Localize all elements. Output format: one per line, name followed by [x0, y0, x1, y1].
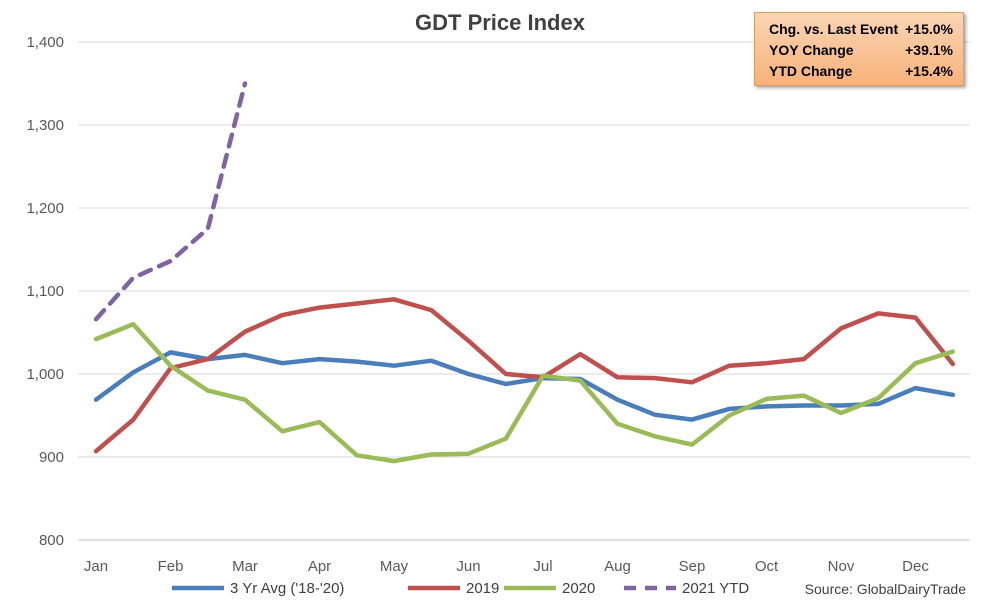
series-line-2 [93, 321, 956, 464]
x-tick-label: Nov [828, 558, 855, 575]
x-tick-label: Oct [755, 558, 779, 575]
series-lines [93, 81, 956, 464]
stat-row-last-event: Chg. vs. Last Event +15.0% [769, 19, 953, 40]
y-tick-label: 1,000 [26, 366, 64, 383]
legend-label: 2020 [562, 580, 595, 597]
stat-value: +39.1% [905, 42, 953, 58]
stat-value: +15.0% [905, 21, 953, 37]
series-line-0 [93, 350, 956, 422]
x-tick-label: Jun [456, 558, 480, 575]
y-tick-label: 1,300 [26, 117, 64, 134]
stat-row-yoy: YOY Change +39.1% [769, 40, 953, 61]
source-note: Source: GlobalDairyTrade [805, 581, 967, 597]
chart-title: GDT Price Index [415, 10, 586, 35]
x-tick-label: Dec [902, 558, 929, 575]
series-line-1 [93, 297, 956, 454]
x-axis: Jan Feb Mar Apr May Jun Jul Aug Sep Oct Nov Dec [78, 539, 970, 575]
y-axis: 800 900 1,000 1,100 1,200 1,300 1,400 [26, 34, 64, 549]
y-tick-label: 1,100 [26, 283, 64, 300]
x-tick-label: Sep [679, 558, 706, 575]
y-tick-label: 900 [39, 449, 64, 466]
x-tick-label: Jan [84, 558, 108, 575]
stat-value: +15.4% [905, 63, 953, 79]
x-tick-label: Apr [308, 558, 331, 575]
stats-box: Chg. vs. Last Event +15.0% YOY Change +3… [754, 12, 964, 86]
legend-label: 2019 [466, 580, 499, 597]
stat-label: Chg. vs. Last Event [769, 21, 899, 37]
legend-label: 3 Yr Avg ('18-'20) [230, 580, 344, 597]
y-tick-label: 1,200 [26, 200, 64, 217]
stat-label: YTD Change [769, 63, 853, 79]
legend: 3 Yr Avg ('18-'20) 2019 2020 2021 YTD [172, 580, 749, 597]
stat-row-ytd: YTD Change +15.4% [769, 61, 953, 82]
stat-label: YOY Change [769, 42, 854, 58]
series-line-3 [93, 81, 248, 322]
x-tick-label: Jul [533, 558, 552, 575]
x-tick-label: Aug [604, 558, 631, 575]
y-tick-label: 1,400 [26, 34, 64, 51]
x-tick-label: Mar [232, 558, 258, 575]
y-tick-label: 800 [39, 532, 64, 549]
legend-label: 2021 YTD [682, 580, 749, 597]
gridlines [78, 41, 970, 541]
x-tick-label: May [380, 558, 409, 575]
x-tick-label: Feb [158, 558, 184, 575]
